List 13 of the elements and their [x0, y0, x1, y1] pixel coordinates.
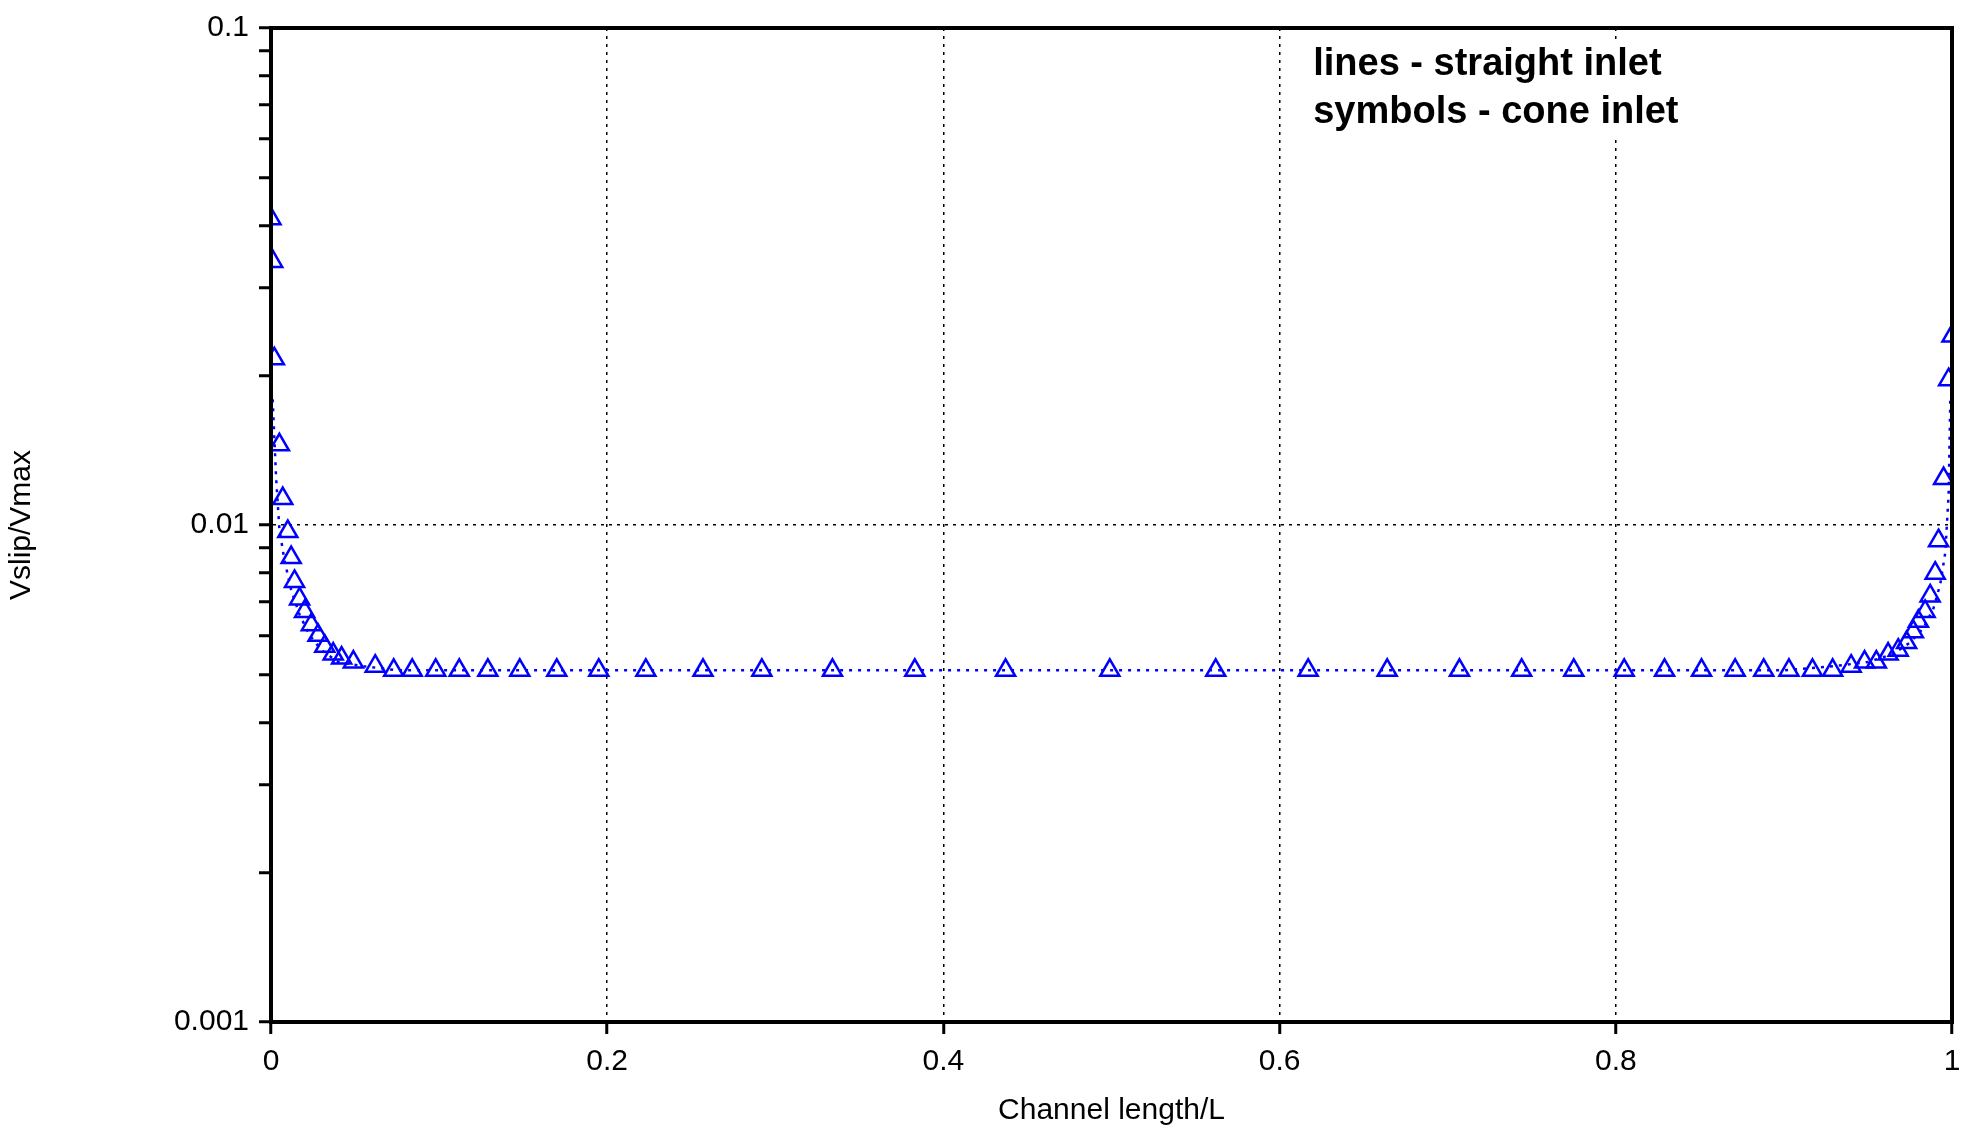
y-axis-title: Vslip/Vmax — [3, 449, 37, 601]
y-tick-label: 0.01 — [190, 506, 249, 540]
x-axis-title: Channel length/L — [998, 1092, 1225, 1126]
x-tick-label: 0.2 — [586, 1043, 629, 1077]
x-tick-label: 0.4 — [922, 1043, 965, 1077]
x-tick-label: 0 — [262, 1043, 280, 1077]
x-tick-label: 0.8 — [1594, 1043, 1637, 1077]
x-tick-label: 1 — [1943, 1043, 1961, 1077]
annotation: symbols - cone inlet — [1313, 89, 1679, 132]
annotation: lines - straight inlet — [1313, 41, 1662, 84]
y-tick-label: 0.1 — [207, 9, 249, 43]
x-tick-label: 0.6 — [1258, 1043, 1301, 1077]
y-tick-label: 0.001 — [173, 1003, 249, 1037]
